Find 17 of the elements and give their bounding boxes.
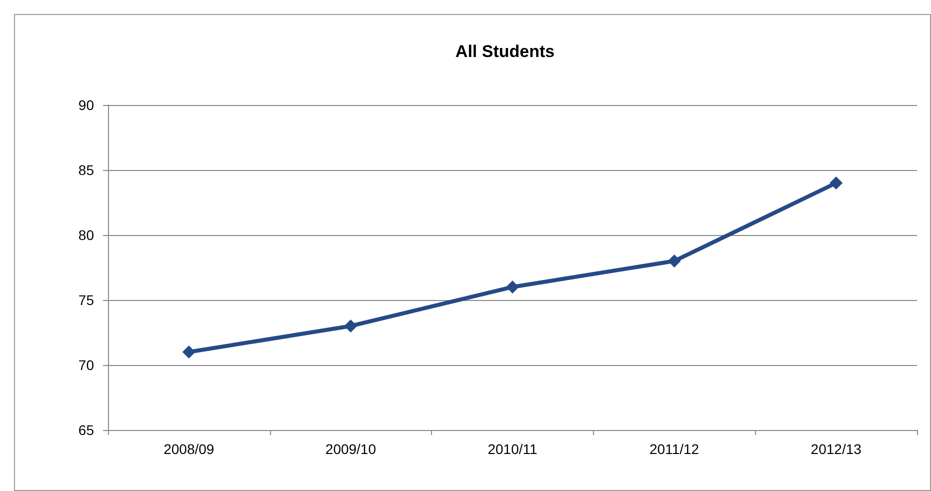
y-tick-label: 75 — [78, 292, 94, 308]
point — [344, 320, 358, 332]
point — [182, 346, 196, 358]
y-tick-label: 65 — [78, 422, 94, 438]
y-tick-label: 85 — [78, 162, 94, 178]
x-tick-label: 2009/10 — [325, 441, 376, 457]
x-tick-label: 2011/12 — [650, 441, 700, 457]
chart-title: All Students — [455, 42, 555, 61]
y-tick-label: 80 — [78, 227, 94, 243]
point — [668, 254, 681, 268]
y-tick-label: 90 — [78, 97, 94, 113]
point — [506, 280, 519, 294]
x-tick-label: 2012/13 — [810, 441, 862, 457]
y-tick-label: 70 — [78, 357, 94, 373]
x-tick-label: 2008/09 — [164, 441, 214, 457]
point — [830, 176, 843, 190]
x-tick-label: 2010/11 — [488, 441, 538, 457]
